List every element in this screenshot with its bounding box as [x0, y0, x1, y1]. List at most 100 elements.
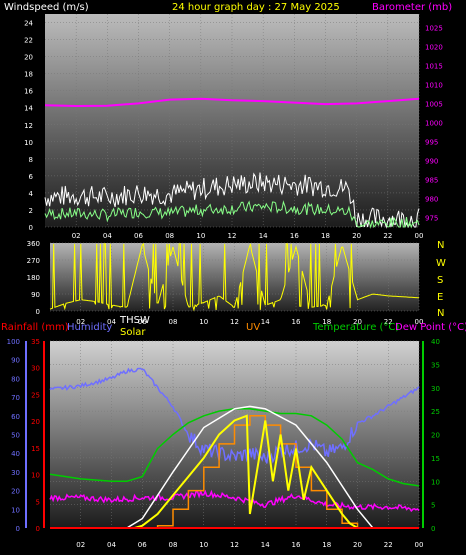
temp-x-tick-label: 20: [353, 541, 362, 549]
uv-line: [50, 415, 419, 529]
compass-e: E: [437, 292, 443, 303]
dir-x-tick-label: 16: [292, 318, 301, 326]
baro-y-tick-label: 1005: [425, 100, 443, 108]
temp-y-tick-label: 20: [431, 432, 440, 440]
wind-x-tick-label: 10: [196, 232, 205, 240]
dir-x-tick-label: 06: [138, 318, 147, 326]
compass-w: W: [436, 258, 446, 269]
axis-layer: 0246810121416182022249759809859909951000…: [7, 20, 443, 549]
wind-y-tick-label: 2: [29, 207, 33, 215]
temp-y-tick-label: 0: [431, 525, 435, 533]
humidity-y-tick-label: 50: [11, 432, 20, 440]
dir-x-tick-label: 22: [384, 318, 393, 326]
compass-n-bottom: N: [437, 308, 444, 319]
dewpoint-label: Dew Point (°C): [395, 322, 466, 333]
dir-x-tick-label: 00: [415, 318, 424, 326]
humidity-y-tick-label: 20: [11, 488, 20, 496]
wind-y-tick-label: 24: [24, 20, 33, 28]
dir-y-tick-label: 270: [27, 257, 40, 265]
dir-y-tick-label: 180: [27, 274, 40, 282]
humidity-y-tick-label: 60: [11, 413, 20, 421]
temp-y-tick-label: 25: [431, 408, 440, 416]
temp-y-tick-label: 40: [431, 338, 440, 346]
compass-s: S: [437, 275, 443, 286]
wind-x-tick-label: 08: [165, 232, 174, 240]
thsw-line: [50, 405, 419, 529]
rain-y-tick-label: 0: [36, 525, 40, 533]
humidity-line: [49, 367, 420, 464]
barometer-line: [44, 97, 420, 108]
temp-y-tick-label: 10: [431, 478, 440, 486]
wind-y-tick-label: 22: [24, 37, 33, 45]
wind-y-tick-label: 18: [24, 71, 33, 79]
wind-avg-line: [44, 200, 420, 229]
wind-label: Windspeed (m/s): [4, 2, 89, 13]
temp-x-tick-label: 00: [415, 541, 424, 549]
thsw-label: THSW: [119, 315, 150, 326]
rain-y-tick-label: 20: [31, 418, 40, 426]
humidity-y-tick-label: 100: [7, 338, 20, 346]
baro-y-tick-label: 1025: [425, 24, 443, 32]
wind-gust-line: [44, 172, 420, 229]
wind-x-tick-label: 12: [228, 232, 237, 240]
temperature-line: [49, 408, 420, 487]
baro-y-tick-label: 980: [425, 195, 438, 203]
temp-x-tick-label: 16: [292, 541, 301, 549]
compass-n-top: N: [437, 240, 444, 251]
uv-label: UV: [246, 322, 260, 333]
rain-y-tick-label: 10: [31, 472, 40, 480]
temp-x-tick-label: 10: [199, 541, 208, 549]
wind-x-tick-label: 04: [103, 232, 112, 240]
dir-x-tick-label: 14: [261, 318, 270, 326]
dir-x-tick-label: 02: [76, 318, 85, 326]
dir-x-tick-label: 08: [169, 318, 178, 326]
rain-y-tick-label: 25: [31, 391, 40, 399]
temp-x-tick-label: 18: [322, 541, 331, 549]
wind-y-tick-label: 8: [29, 156, 33, 164]
dir-y-tick-label: 0: [36, 308, 40, 316]
temp-y-tick-label: 30: [431, 385, 440, 393]
wind-x-tick-label: 14: [259, 232, 268, 240]
baro-label: Barometer (mb): [372, 2, 452, 13]
baro-y-tick-label: 975: [425, 214, 438, 222]
solar-line: [50, 414, 419, 529]
wind-x-tick-label: 00: [415, 232, 424, 240]
wind-direction-line: [49, 242, 420, 312]
wind-x-tick-label: 22: [383, 232, 392, 240]
humidity-y-tick-label: 90: [11, 357, 20, 365]
humidity-y-tick-label: 40: [11, 450, 20, 458]
rain-label: Rainfall (mm): [1, 322, 69, 333]
wind-y-tick-label: 10: [24, 139, 33, 147]
dir-x-tick-label: 20: [353, 318, 362, 326]
temp-y-tick-label: 35: [431, 361, 440, 369]
humidity-label: Humidity: [67, 322, 112, 333]
rain-y-tick-label: 5: [36, 498, 40, 506]
temp-x-tick-label: 14: [261, 541, 270, 549]
temp-x-tick-label: 22: [384, 541, 393, 549]
dir-x-tick-label: 10: [199, 318, 208, 326]
temp-x-tick-label: 04: [107, 541, 116, 549]
rain-y-tick-label: 30: [31, 365, 40, 373]
baro-y-tick-label: 1000: [425, 119, 443, 127]
wind-y-tick-label: 14: [24, 105, 33, 113]
baro-y-tick-label: 1020: [425, 43, 443, 51]
humidity-y-tick-label: 10: [11, 506, 20, 514]
temp-x-tick-label: 08: [169, 541, 178, 549]
baro-y-tick-label: 985: [425, 176, 438, 184]
temp-x-tick-label: 02: [76, 541, 85, 549]
solar-label: Solar: [120, 327, 146, 338]
dir-x-tick-label: 18: [322, 318, 331, 326]
rain-y-tick-label: 15: [31, 445, 40, 453]
temperature-label: Temperature (°C): [312, 322, 399, 333]
dir-x-tick-label: 04: [107, 318, 116, 326]
wind-panel: [45, 14, 419, 227]
wind-y-tick-label: 12: [24, 122, 33, 130]
wind-y-tick-label: 16: [24, 88, 33, 96]
wind-x-tick-label: 20: [352, 232, 361, 240]
page-title: 24 hour graph day : 27 May 2025: [172, 2, 340, 13]
wind-y-tick-label: 6: [29, 173, 34, 181]
wind-x-tick-label: 18: [321, 232, 330, 240]
dir-y-tick-label: 360: [27, 240, 40, 248]
wind-y-tick-label: 4: [29, 190, 34, 198]
